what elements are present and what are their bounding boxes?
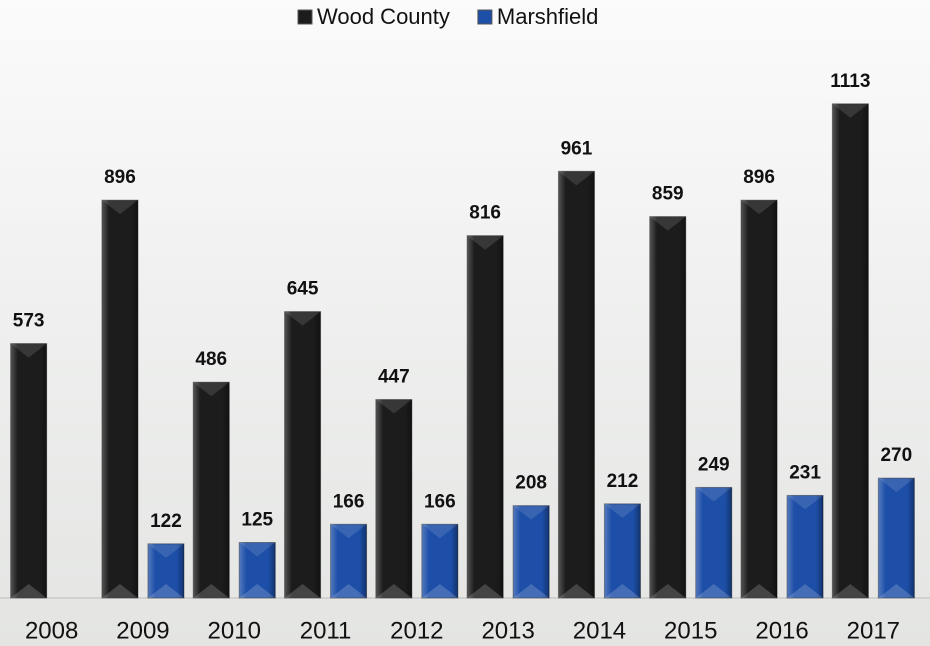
value-label: 486 <box>195 349 227 370</box>
value-label: 645 <box>287 279 319 300</box>
x-tick-label: 2008 <box>25 617 78 644</box>
value-label: 249 <box>698 454 730 475</box>
legend-swatch <box>298 10 312 24</box>
bar-shade <box>558 171 594 598</box>
x-tick-label: 2015 <box>664 617 717 644</box>
x-tick-label: 2012 <box>390 617 443 644</box>
bar-shade <box>376 400 412 598</box>
value-label: 270 <box>880 445 912 466</box>
legend-label: Marshfield <box>497 4 598 29</box>
value-label: 447 <box>378 367 410 388</box>
x-tick-label: 2009 <box>116 617 169 644</box>
x-tick-label: 2017 <box>847 617 900 644</box>
value-label: 961 <box>561 138 593 159</box>
value-label: 573 <box>13 311 45 332</box>
bar-shade <box>285 312 321 598</box>
bar-shade <box>193 382 229 598</box>
bar-shade <box>696 487 732 598</box>
value-label: 896 <box>104 167 136 188</box>
chart: Wood County Marshfield 2008 573 2009 896 122 20… <box>0 0 930 646</box>
bar-shade <box>832 104 868 598</box>
bar-shade <box>741 200 777 598</box>
legend-swatch <box>478 10 492 24</box>
value-label: 166 <box>424 491 456 512</box>
value-label: 122 <box>150 511 182 532</box>
value-label: 231 <box>789 462 821 483</box>
legend-label: Wood County <box>317 4 450 29</box>
x-tick-label: 2013 <box>481 617 534 644</box>
x-tick-label: 2014 <box>573 617 626 644</box>
value-label: 166 <box>333 491 365 512</box>
x-tick-label: 2010 <box>208 617 261 644</box>
bar-shade <box>878 478 914 598</box>
value-label: 816 <box>469 203 501 224</box>
value-label: 125 <box>241 510 273 531</box>
value-label: 859 <box>652 184 684 205</box>
value-label: 1113 <box>830 71 870 92</box>
bar-shade <box>650 217 686 598</box>
value-label: 208 <box>515 473 547 494</box>
x-tick-label: 2016 <box>755 617 808 644</box>
bar-shade <box>102 200 138 598</box>
bar-shade <box>467 236 503 598</box>
bar-shade <box>11 344 47 598</box>
x-tick-label: 2011 <box>300 617 352 644</box>
value-label: 896 <box>743 167 775 188</box>
bar-shade <box>604 504 640 598</box>
bar-shade <box>787 495 823 598</box>
value-label: 212 <box>607 471 639 492</box>
